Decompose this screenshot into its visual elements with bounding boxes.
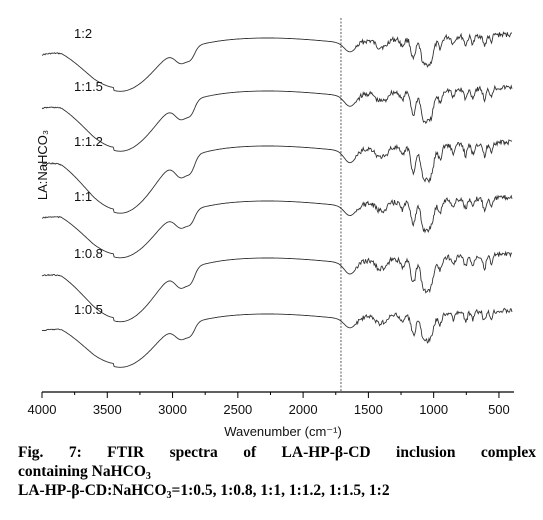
figure-caption: Fig. 7: FTIR spectra of LA-HP-β-CD inclu… [18, 443, 536, 501]
caption-line-2: containing NaHCO3 [18, 462, 536, 482]
series-label: 1:0.5 [74, 302, 103, 317]
caption-line-3-a: LA-HP-β-CD:NaHCO [18, 482, 167, 499]
x-tick-label: 1500 [354, 402, 383, 417]
x-tick-label: 2000 [289, 402, 318, 417]
x-axis-label: Wavenumber (cm⁻¹) [224, 424, 342, 439]
x-tick-label: 1000 [419, 402, 448, 417]
x-tick-label: 3000 [158, 402, 187, 417]
y-axis-label: LA:NaHCO₃ [35, 130, 50, 200]
x-tick-label: 4000 [28, 402, 57, 417]
series-label: 1:1.2 [74, 134, 103, 149]
spectrum-line [41, 139, 513, 214]
caption-line-2-sub: 3 [145, 471, 151, 482]
series-label: 1:1.5 [74, 79, 103, 94]
x-ticks: 4000 3500 3000 2500 2000 1500 1000 500 [28, 392, 510, 417]
caption-line-3-sub: 3 [166, 490, 172, 501]
x-tick-label: 2500 [223, 402, 252, 417]
spectrum-line [41, 250, 513, 323]
ftir-chart: 4000 3500 3000 2500 2000 1500 1000 500 1:2 1:1.5… [28, 18, 514, 439]
spectrum-line [41, 307, 513, 368]
series-label: 1:0.8 [74, 246, 103, 261]
spectrum-line [41, 84, 513, 152]
series-label: 1:2 [74, 26, 92, 41]
caption-line-2-text: containing NaHCO [18, 463, 146, 480]
spectra-group [41, 31, 513, 368]
caption-line-3-b: =1:0.5, 1:0.8, 1:1, 1:1.2, 1:1.5, 1:2 [171, 482, 390, 499]
x-tick-label: 500 [488, 402, 510, 417]
x-tick-label: 3500 [93, 402, 122, 417]
series-label: 1:1 [74, 189, 92, 204]
caption-line-3: LA-HP-β-CD:NaHCO3=1:0.5, 1:0.8, 1:1, 1:1… [18, 481, 536, 501]
series-labels: 1:2 1:1.5 1:1.2 1:1 1:0.8 1:0.5 [74, 26, 103, 317]
caption-line-1: Fig. 7: FTIR spectra of LA-HP-β-CD inclu… [18, 444, 536, 461]
spectrum-line [41, 31, 513, 92]
spectrum-line [41, 194, 513, 259]
